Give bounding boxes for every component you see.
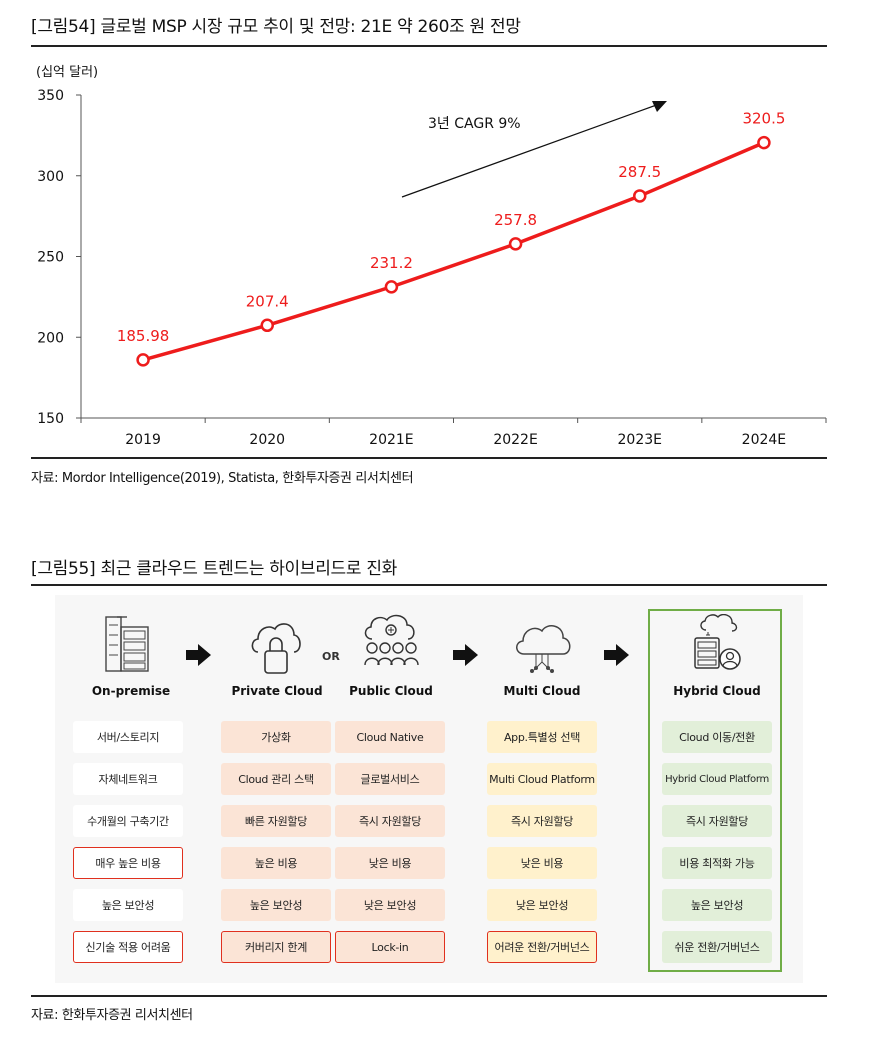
column-title-multi-cloud: Multi Cloud [503, 684, 581, 698]
hybrid-cloud-cell: 즉시 자원할당 [662, 805, 772, 837]
multi-cloud-cell: 낮은 비용 [487, 847, 597, 879]
chart-axes [80, 95, 826, 419]
x-tick-label: 2023E [618, 432, 662, 448]
public-cloud-cell: 글로벌서비스 [335, 763, 445, 795]
private-cloud-cell: 높은 보안성 [221, 889, 331, 921]
data-label: 231.2 [370, 254, 413, 272]
multi-cloud-cell: 낮은 보안성 [487, 889, 597, 921]
on-premise-cell: 자체네트워크 [73, 763, 183, 795]
arrow-right-icon [453, 644, 478, 666]
figure55-title: [그림55] 최근 클라우드 트렌드는 하이브리드로 진화 [31, 559, 398, 579]
data-point [260, 318, 274, 333]
column-title-hybrid-cloud: Hybrid Cloud [673, 684, 761, 698]
private-cloud-cell: 빠른 자원할당 [221, 805, 331, 837]
on-premise-cell-highlighted: 신기술 적용 어려움 [73, 931, 183, 963]
data-point [136, 353, 150, 367]
multi-cloud-cell: Multi Cloud Platform [487, 763, 597, 795]
cloud-people-icon [364, 614, 419, 666]
hybrid-cloud-cell: 쉬운 전환/거버넌스 [662, 931, 772, 963]
on-premise-cell: 수개월의 구축기간 [73, 805, 183, 837]
cloud-server-user-icon [694, 614, 741, 670]
data-point [508, 237, 523, 251]
series-msp-market: 185.98 207.4 231.2 257.8 287.5 320.5 [117, 110, 785, 367]
public-cloud-cell-highlighted: Lock-in [335, 931, 445, 963]
x-tick-label: 2021E [369, 432, 413, 448]
y-tick-label: 200 [37, 330, 64, 346]
figure54-title: [그림54] 글로벌 MSP 시장 규모 추이 및 전망: 21E 약 260조… [31, 17, 521, 37]
hybrid-cloud-cell: 높은 보안성 [662, 889, 772, 921]
cloud-lock-icon [251, 623, 301, 674]
y-unit-label: (십억 달러) [36, 65, 98, 80]
private-cloud-cell: Cloud 관리 스택 [221, 763, 331, 795]
data-point [384, 280, 399, 294]
y-tick-label: 300 [37, 169, 64, 185]
multi-cloud-cell-highlighted: 어려운 전환/거버넌스 [487, 931, 597, 963]
data-point [757, 135, 771, 150]
hybrid-cloud-cell: Hybrid Cloud Platform [662, 763, 772, 795]
column-title-public-cloud: Public Cloud [349, 684, 433, 698]
cagr-arrow-line [401, 102, 663, 198]
x-tick-label: 2022E [493, 432, 537, 448]
private-cloud-cell: 높은 비용 [221, 847, 331, 879]
data-label: 287.5 [618, 163, 661, 181]
private-cloud-cell-highlighted: 커버리지 한계 [221, 931, 331, 963]
arrow-right-icon [604, 644, 629, 666]
column-title-on-premise: On-premise [91, 684, 171, 698]
on-premise-cell-highlighted: 매우 높은 비용 [73, 847, 183, 879]
data-point [633, 189, 647, 203]
or-label: OR [322, 650, 340, 663]
public-cloud-cell: 낮은 비용 [335, 847, 445, 879]
cagr-arrow-head [652, 101, 667, 112]
figure54-source: 자료: Mordor Intelligence(2019), Statista,… [31, 471, 414, 486]
x-tick-label: 2020 [249, 432, 285, 448]
chart-ticks: 150 200 250 300 350 2019 2020 2021E 2022E 2023E 20… [37, 88, 827, 448]
public-cloud-cell: 낮은 보안성 [335, 889, 445, 921]
cagr-annotation: 3년 CAGR 9% [401, 101, 667, 198]
on-premise-cell: 높은 보안성 [73, 889, 183, 921]
figure55-source: 자료: 한화투자증권 리서치센터 [31, 1008, 193, 1023]
data-label: 207.4 [246, 292, 289, 310]
figure55-bottom-rule [31, 995, 827, 997]
data-label: 185.98 [117, 327, 170, 345]
hybrid-cloud-cell: Cloud 이동/전환 [662, 721, 772, 753]
figure55-top-rule [31, 584, 827, 586]
y-tick-label: 250 [37, 250, 64, 266]
server-rack-icon [105, 616, 149, 672]
data-label: 320.5 [742, 110, 785, 128]
public-cloud-cell: 즉시 자원할당 [335, 805, 445, 837]
on-premise-cell: 서버/스토리지 [73, 721, 183, 753]
x-tick-label: 2019 [125, 432, 161, 448]
figure54-bottom-rule [31, 457, 827, 459]
multi-cloud-cell: 즉시 자원할당 [487, 805, 597, 837]
data-label: 257.8 [494, 211, 537, 229]
hybrid-cloud-cell: 비용 최적화 가능 [662, 847, 772, 879]
arrow-right-icon [186, 644, 211, 666]
column-title-private-cloud: Private Cloud [231, 684, 323, 698]
series-line [142, 141, 765, 362]
cagr-text: 3년 CAGR 9% [428, 116, 521, 132]
multi-cloud-cell: App.특별성 선택 [487, 721, 597, 753]
figure54-top-rule [31, 45, 827, 47]
cloud-network-icon [516, 625, 571, 673]
msp-market-line-chart: (십억 달러) 150 200 250 300 350 2019 2020 2021E 2022… [36, 65, 827, 448]
y-tick-label: 350 [37, 88, 64, 104]
private-cloud-cell: 가상화 [221, 721, 331, 753]
public-cloud-cell: Cloud Native [335, 721, 445, 753]
y-tick-label: 150 [37, 411, 64, 427]
hybrid-cloud-highlight-box [648, 609, 782, 972]
x-tick-label: 2024E [742, 432, 786, 448]
